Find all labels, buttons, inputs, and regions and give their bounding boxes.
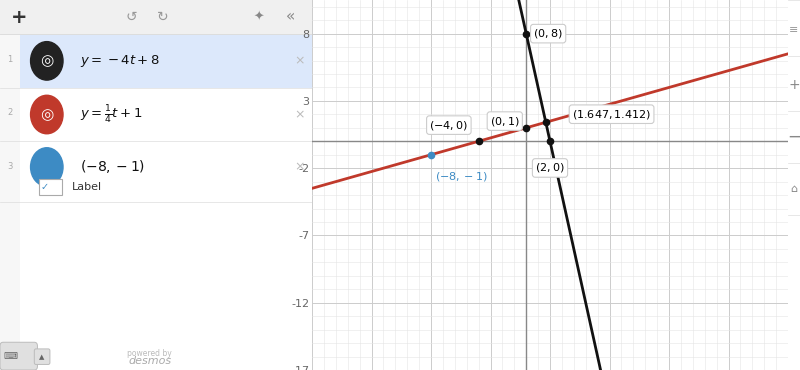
Text: $(-4, 0)$: $(-4, 0)$ xyxy=(430,119,468,132)
Text: $(1.647, 1.412)$: $(1.647, 1.412)$ xyxy=(572,108,651,121)
FancyBboxPatch shape xyxy=(20,88,312,141)
Text: ⌂: ⌂ xyxy=(790,184,798,194)
Text: $(0, 8)$: $(0, 8)$ xyxy=(534,27,563,40)
Text: ⌨: ⌨ xyxy=(4,351,18,361)
FancyBboxPatch shape xyxy=(0,202,312,370)
Text: −: − xyxy=(787,128,800,146)
Text: ≡: ≡ xyxy=(790,24,798,35)
Text: +: + xyxy=(10,7,27,27)
Circle shape xyxy=(30,41,63,80)
FancyBboxPatch shape xyxy=(20,141,312,202)
Text: +: + xyxy=(788,78,800,92)
Text: 2: 2 xyxy=(7,108,13,117)
Text: ▲: ▲ xyxy=(39,354,45,360)
Text: ×: × xyxy=(294,54,305,67)
Text: ×: × xyxy=(294,161,305,174)
Circle shape xyxy=(30,148,63,186)
FancyBboxPatch shape xyxy=(0,34,20,370)
Text: ✦: ✦ xyxy=(254,10,264,24)
Text: ↺: ↺ xyxy=(126,10,137,24)
Text: powered by: powered by xyxy=(127,349,172,358)
Text: «: « xyxy=(286,10,294,24)
FancyBboxPatch shape xyxy=(0,342,38,370)
Text: Label: Label xyxy=(72,182,102,192)
Text: $(0, 1)$: $(0, 1)$ xyxy=(490,115,519,128)
Text: $(-8,-1)$: $(-8,-1)$ xyxy=(434,169,487,182)
FancyBboxPatch shape xyxy=(34,349,50,364)
Text: $(-8,-1)$: $(-8,-1)$ xyxy=(79,158,145,175)
Text: ↻: ↻ xyxy=(157,10,168,24)
Text: ◎: ◎ xyxy=(40,107,54,122)
FancyBboxPatch shape xyxy=(39,179,62,195)
Text: 1: 1 xyxy=(7,54,13,64)
Circle shape xyxy=(30,95,63,134)
Text: $y = \frac{1}{4}t + 1$: $y = \frac{1}{4}t + 1$ xyxy=(79,104,142,125)
Text: $(2, 0)$: $(2, 0)$ xyxy=(535,161,565,174)
Text: ×: × xyxy=(294,108,305,121)
Text: ◎: ◎ xyxy=(40,53,54,68)
Text: 3: 3 xyxy=(7,162,13,171)
FancyBboxPatch shape xyxy=(0,0,312,34)
FancyBboxPatch shape xyxy=(20,34,312,88)
Text: ✓: ✓ xyxy=(41,182,49,192)
Text: $y = -4t + 8$: $y = -4t + 8$ xyxy=(79,53,160,69)
Text: desmos: desmos xyxy=(128,356,171,366)
